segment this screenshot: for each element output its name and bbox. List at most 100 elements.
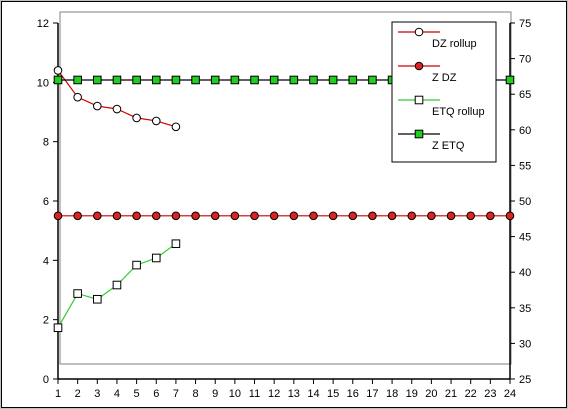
data-point: [53, 75, 63, 85]
data-point: [368, 211, 377, 221]
data-point: [112, 211, 122, 221]
legend-label: Z ETQ: [432, 140, 465, 152]
data-point: [93, 294, 102, 304]
data-point: [250, 211, 259, 221]
legend-label: ETQ rollup: [432, 106, 485, 118]
data-point: [466, 211, 475, 221]
data-point: [446, 211, 456, 221]
data-point: [73, 75, 82, 85]
data-point: [171, 75, 181, 85]
legend-marker: [414, 27, 424, 37]
data-point: [289, 75, 299, 85]
x-tick-label: 11: [249, 388, 260, 400]
legend-label: Z DZ: [432, 72, 457, 84]
data-point: [151, 253, 161, 263]
data-point: [132, 75, 141, 85]
data-point: [112, 75, 122, 85]
series-2: [53, 239, 181, 333]
data-point: [171, 239, 181, 249]
x-tick-label: 22: [465, 388, 477, 400]
data-point: [289, 211, 299, 221]
y-left-tick-label: 8: [43, 137, 49, 149]
y-left-tick-label: 2: [43, 315, 49, 327]
x-tick-label: 17: [366, 388, 378, 400]
x-tick-label: 15: [327, 388, 339, 400]
data-point: [427, 211, 436, 221]
data-point: [112, 280, 122, 290]
legend-marker: [414, 61, 424, 71]
data-point: [132, 260, 141, 270]
data-point: [171, 122, 181, 132]
y-left-tick-label: 0: [43, 374, 49, 386]
data-point: [348, 211, 358, 221]
y-right-tick-label: 45: [519, 232, 531, 244]
data-point: [309, 211, 318, 221]
data-point: [73, 211, 82, 221]
data-point: [73, 92, 82, 102]
data-point: [505, 211, 515, 221]
legend-box: [391, 21, 497, 163]
data-point: [210, 211, 220, 221]
data-point: [151, 116, 161, 126]
x-tick-label: 9: [212, 388, 218, 400]
y-left-tick-label: 10: [37, 77, 49, 89]
data-point: [230, 211, 240, 221]
x-tick-label: 18: [386, 388, 398, 400]
legend-marker: [414, 95, 424, 105]
x-tick-label: 10: [229, 388, 241, 400]
data-point: [132, 211, 141, 221]
data-point: [132, 113, 141, 123]
y-left-tick-label: 6: [43, 196, 49, 208]
x-tick-label: 12: [268, 388, 280, 400]
data-point: [368, 75, 377, 85]
data-point: [112, 104, 122, 114]
y-right-tick-label: 25: [519, 374, 531, 386]
y-right-tick-label: 30: [519, 338, 531, 350]
data-point: [151, 211, 161, 221]
legend: DZ rollup Z DZ ETQ rollup Z ETQ: [391, 21, 497, 163]
series-1: [53, 211, 515, 221]
x-tick-label: 19: [406, 388, 418, 400]
y-right-tick-label: 75: [519, 18, 531, 30]
data-point: [171, 211, 181, 221]
data-point: [250, 75, 259, 85]
y-right-tick-label: 70: [519, 54, 531, 66]
data-point: [93, 211, 102, 221]
x-tick-label: 2: [75, 388, 81, 400]
x-tick-label: 14: [307, 388, 319, 400]
legend-label: DZ rollup: [432, 38, 477, 50]
data-point: [309, 75, 318, 85]
data-point: [505, 75, 515, 85]
x-tick-label: 1: [55, 388, 61, 400]
x-tick-label: 13: [288, 388, 300, 400]
data-point: [387, 211, 397, 221]
x-tick-label: 24: [504, 388, 516, 400]
data-point: [53, 66, 63, 75]
data-point: [73, 289, 82, 298]
x-tick-label: 16: [347, 388, 359, 400]
data-point: [328, 75, 338, 85]
y-right-tick-label: 35: [519, 303, 531, 315]
legend-item: DZ rollup: [398, 27, 477, 50]
y-left-tick-label: 4: [43, 255, 49, 267]
data-point: [151, 75, 161, 85]
data-point: [191, 75, 200, 85]
x-tick-label: 6: [153, 388, 159, 400]
series-0: [53, 66, 181, 132]
data-point: [210, 75, 220, 85]
x-tick-label: 4: [114, 388, 120, 400]
y-right-tick-label: 50: [519, 196, 531, 208]
y-right-tick-label: 60: [519, 125, 531, 137]
data-point: [53, 323, 63, 333]
data-point: [328, 211, 338, 221]
y-left-tick-label: 12: [37, 18, 49, 30]
legend-item: Z ETQ: [398, 129, 465, 152]
data-point: [230, 75, 240, 85]
x-tick-label: 21: [445, 388, 457, 400]
y-right-tick-label: 65: [519, 89, 531, 101]
x-tick-label: 23: [484, 388, 496, 400]
x-tick-label: 5: [134, 388, 140, 400]
y-right-tick-label: 55: [519, 160, 531, 172]
